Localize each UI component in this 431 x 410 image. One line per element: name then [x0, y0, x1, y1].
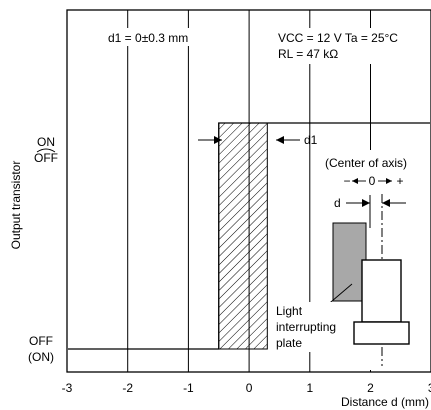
y-axis-label: Output transistor: [9, 161, 23, 250]
x-tick-label-6: 3: [428, 381, 431, 395]
axis-direction-marks: − 0 +: [343, 174, 403, 188]
y-level-high-label-1: ON: [37, 135, 55, 149]
vcc-ta-note: VCC = 12 V Ta = 25°C: [278, 31, 398, 45]
rl-note: RL = 47 kΩ: [278, 47, 338, 61]
interrupting-plate: [332, 222, 367, 302]
d1-dimension: [198, 136, 300, 144]
axis-plus: +: [396, 174, 403, 188]
x-tick-label-0: -3: [62, 381, 73, 395]
d1-label: d1: [304, 133, 318, 147]
x-tick-label-2: -1: [183, 381, 194, 395]
sensor-base: [353, 321, 410, 345]
overline-arc: [36, 148, 56, 153]
y-level-low-label-1: OFF: [29, 334, 53, 348]
d-dimension: [346, 195, 406, 228]
plate-label-bg: [274, 302, 332, 352]
sensor-body: [361, 259, 402, 323]
y-level-high-label-2: OFF: [34, 151, 58, 165]
axis-minus: −: [343, 174, 350, 188]
d1-tolerance-bg: [103, 28, 235, 46]
x-tick-label-1: -2: [122, 381, 133, 395]
center-of-axis-label: (Center of axis): [325, 156, 407, 170]
x-tick-label-4: 1: [306, 381, 313, 395]
plate-label-line-3: plate: [276, 336, 302, 350]
plate-label-line-1: Light: [276, 304, 303, 318]
y-level-low-label-2: (ON): [28, 350, 54, 364]
axis-zero: 0: [369, 174, 376, 188]
hatched-band: [218, 122, 268, 350]
d1-tolerance-note: d1 = 0±0.3 mm: [108, 31, 188, 45]
x-tick-label-5: 2: [367, 381, 374, 395]
d-label: d: [334, 196, 341, 210]
x-tick-labels: -3 -2 -1 0 1 2 3: [62, 381, 431, 395]
plate-label-line-2: interrupting: [276, 320, 336, 334]
x-axis-label: Distance d (mm): [341, 395, 429, 409]
x-tick-label-3: 0: [246, 381, 253, 395]
conditions-bg: [273, 28, 429, 64]
series-step-line: [68, 122, 430, 350]
